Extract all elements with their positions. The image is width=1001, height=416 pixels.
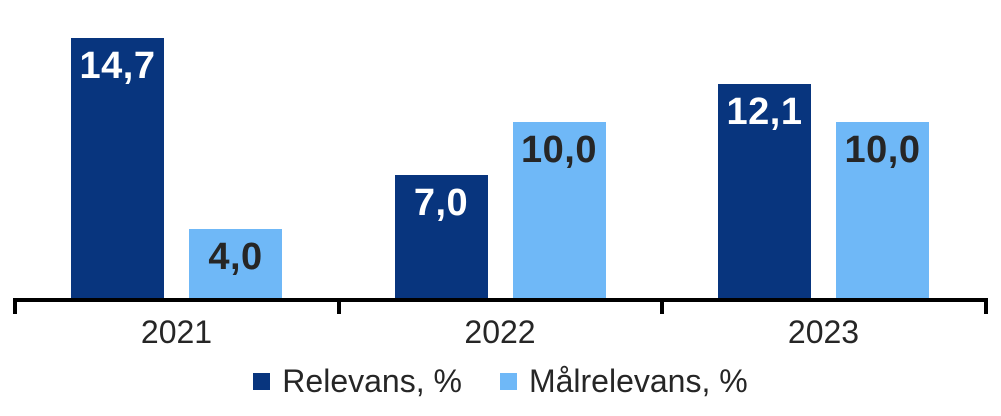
legend-swatch-icon: [253, 373, 271, 391]
bar-value-label: 10,0: [844, 128, 921, 171]
legend-item-relevans: Relevans, %: [253, 363, 462, 399]
bar-value-label: 4,0: [208, 235, 263, 278]
legend: Relevans, % Målrelevans, %: [0, 363, 1001, 399]
bar-m-lrelevans-2023: 10,0: [836, 121, 929, 300]
bar-m-lrelevans-2021: 4,0: [189, 228, 282, 300]
x-axis-line: [13, 298, 988, 302]
legend-label: Målrelevans, %: [528, 363, 748, 399]
legend-swatch-icon: [499, 373, 517, 391]
legend-item-m-lrelevans: Målrelevans, %: [499, 363, 748, 399]
x-axis-label-2023: 2023: [787, 314, 860, 350]
bar-value-label: 7,0: [413, 182, 469, 225]
x-axis-tick: [660, 298, 665, 314]
x-axis-tick: [984, 298, 988, 314]
x-axis-label-2022: 2022: [464, 314, 536, 350]
legend-label: Relevans, %: [282, 363, 462, 399]
bar-relevans-2023: 12,1: [718, 84, 811, 300]
bar-relevans-2021: 14,7: [71, 38, 164, 300]
x-axis-tick: [336, 298, 341, 314]
bar-value-label: 14,7: [79, 45, 156, 87]
x-axis-label-2021: 2021: [140, 314, 213, 350]
x-axis-tick: [13, 298, 17, 314]
bar-relevans-2022: 7,0: [394, 175, 488, 300]
bar-m-lrelevans-2022: 10,0: [512, 121, 606, 300]
bar-value-label: 12,1: [726, 91, 803, 134]
bar-value-label: 10,0: [521, 128, 597, 171]
